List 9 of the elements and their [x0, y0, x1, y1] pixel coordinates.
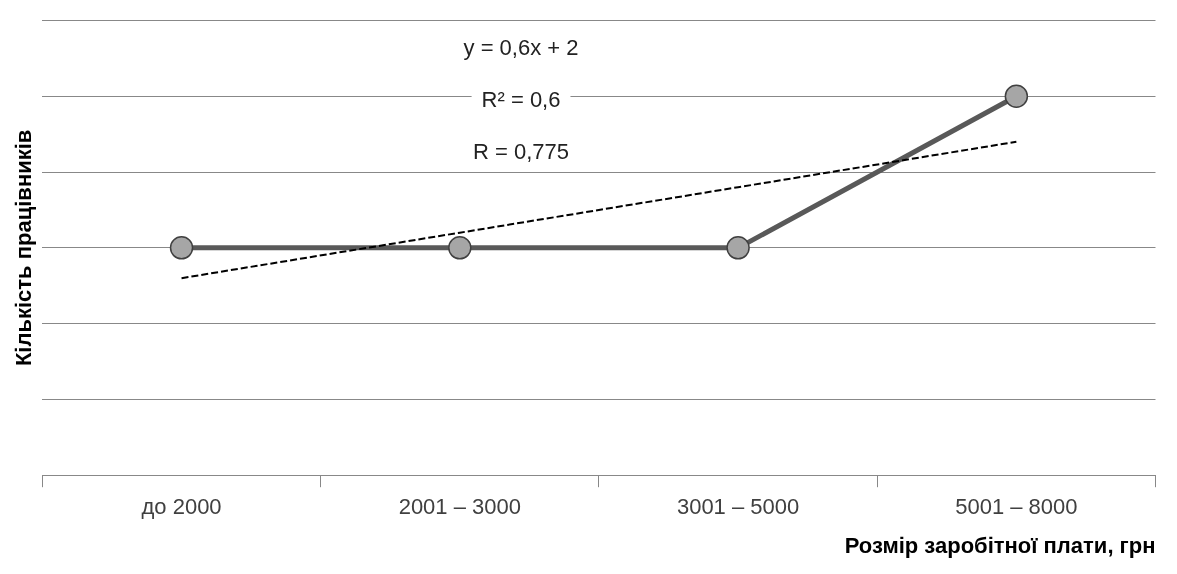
x-axis-title: Розмір заробітної плати, грн: [844, 532, 1156, 558]
x-tick-label: 2001 – 3000: [398, 494, 521, 520]
x-tick-label: 5001 – 8000: [955, 494, 1078, 520]
y-axis-title: Кількість працівників: [11, 129, 37, 367]
x-tick-label: 3001 – 5000: [676, 494, 800, 520]
annotation: R = 0,775: [473, 138, 570, 164]
annotation: R² = 0,6: [481, 86, 561, 112]
text: y = 0,6x + 2: [463, 34, 579, 60]
x-tick-label: до 2000: [141, 494, 222, 520]
